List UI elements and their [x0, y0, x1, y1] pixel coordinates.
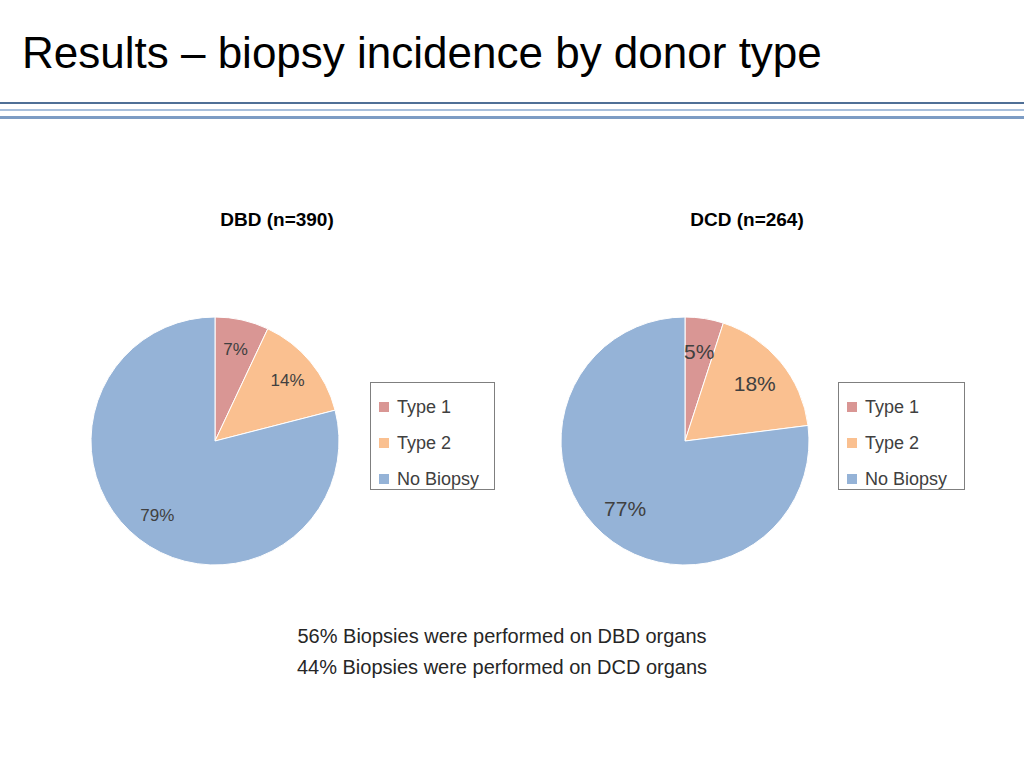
svg-text:79%: 79% [140, 506, 174, 525]
html-text:Type 2: Type 2 [397, 432, 451, 453]
svg-text:14%: 14% [271, 371, 305, 390]
svg-text:5%: 5% [684, 340, 714, 363]
html-text:Results – biopsy incidence by: Results – biopsy incidence by donor type [22, 28, 822, 77]
svg-text:7%: 7% [223, 340, 248, 359]
svg-text:77%: 77% [604, 497, 646, 520]
html-text:Type 2: Type 2 [865, 432, 919, 453]
html-text:No Biopsy: No Biopsy [865, 468, 947, 489]
html-text:Type 1: Type 1 [865, 396, 919, 417]
html-text:DBD (n=390): DBD (n=390) [220, 209, 334, 230]
svg-text:18%: 18% [734, 372, 776, 395]
html-text:No Biopsy: No Biopsy [397, 468, 479, 489]
html-text:44% Biopsies were performed on: 44% Biopsies were performed on DCD organ… [296, 656, 708, 678]
html-text:Type 1: Type 1 [397, 396, 451, 417]
html-text:56% Biopsies were performed on: 56% Biopsies were performed on DBD organ… [297, 625, 707, 647]
html-text:DCD (n=264): DCD (n=264) [690, 209, 804, 230]
